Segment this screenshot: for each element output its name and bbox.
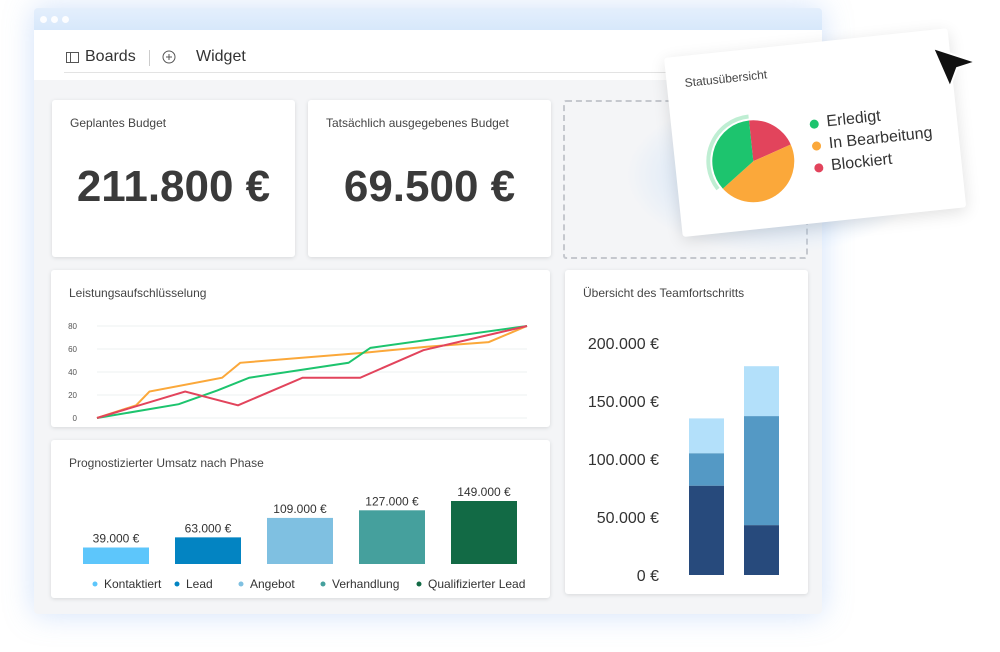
legend-label: Verhandlung: [332, 577, 399, 591]
add-widget-button[interactable]: Widget: [162, 48, 246, 66]
revenue-bar: [175, 537, 241, 564]
bar-value-label: 127.000 €: [365, 494, 419, 508]
line-series-red: [96, 325, 528, 419]
bar-value-label: 63.000 €: [185, 521, 232, 535]
pie-highlight: [706, 114, 749, 191]
revenue-bar: [83, 547, 149, 564]
pie-legend: Erledigt In Bearbeitung Blockiert: [809, 103, 936, 181]
stacked-bar-segment: [744, 525, 779, 575]
card-title: Statusübersicht: [683, 67, 768, 90]
stacked-bar-segment: [744, 366, 779, 417]
pie-slice-in-bearbeitung: [722, 144, 795, 203]
y-tick-label: 150.000 €: [588, 394, 659, 411]
y-tick-label: 200.000 €: [588, 336, 659, 353]
card-title: Geplantes Budget: [70, 116, 167, 130]
revenue-bar: [267, 517, 333, 564]
boards-label: Boards: [85, 48, 136, 65]
pie-slice-erledigt: [712, 120, 754, 189]
legend-label: Erledigt: [825, 107, 882, 131]
plus-circle-icon: [162, 50, 176, 64]
divider: [149, 50, 150, 66]
pie-slice-blockiert: [748, 120, 791, 162]
line-series-green: [96, 325, 528, 419]
legend-dot: [416, 581, 422, 587]
boards-button[interactable]: Boards: [66, 48, 136, 66]
legend-label: Angebot: [250, 577, 295, 591]
legend-dot: [238, 581, 244, 587]
planned-budget-card: Geplantes Budget 211.800 €: [52, 100, 295, 257]
y-tick-label: 20: [68, 391, 77, 400]
legend-label: Qualifizierter Lead: [428, 577, 525, 591]
status-overview-card[interactable]: Statusübersicht Erledigt In Bearbeitung Bl…: [664, 28, 967, 238]
y-tick-label: 60: [68, 345, 77, 354]
stacked-bar-segment: [689, 418, 724, 454]
spent-budget-card: Tatsächlich ausgegebenes Budget 69.500 €: [308, 100, 551, 257]
stacked-bar-chart: 0 € 50.000 € 100.000 € 150.000 € 200.000 €: [588, 336, 779, 585]
y-tick-label: 40: [68, 368, 77, 377]
stacked-bar-segment: [689, 485, 724, 575]
revenue-bar: [359, 510, 425, 564]
title-bar: [34, 8, 822, 30]
performance-card: Leistungsaufschlüsselung 0 20 40 60 80: [51, 270, 550, 427]
spent-budget-value: 69.500 €: [343, 162, 516, 211]
sidebar-icon: [66, 51, 79, 63]
bar-value-label: 109.000 €: [273, 502, 327, 516]
legend-dot: [174, 581, 180, 587]
widget-label: Widget: [196, 48, 246, 65]
card-title: Übersicht des Teamfortschritts: [583, 286, 745, 300]
card-title: Leistungsaufschlüsselung: [69, 286, 207, 300]
bar-value-label: 39.000 €: [93, 532, 140, 546]
revenue-card: Prognostizierter Umsatz nach Phase 39.00…: [51, 440, 550, 598]
line-series-orange: [96, 325, 528, 419]
y-tick-label: 100.000 €: [588, 452, 659, 469]
planned-budget-value: 211.800 €: [76, 162, 271, 211]
legend-label: Lead: [186, 577, 213, 591]
stacked-bar-segment: [689, 453, 724, 486]
card-title: Tatsächlich ausgegebenes Budget: [326, 116, 509, 130]
y-tick-label: 80: [68, 322, 77, 331]
cursor-arrow-icon: [931, 46, 980, 90]
legend-label: Kontaktiert: [104, 577, 162, 591]
pie-chart: [706, 114, 795, 203]
stacked-bar-segment: [744, 416, 779, 526]
bar-value-label: 149.000 €: [457, 485, 511, 499]
team-progress-card: Übersicht des Teamfortschritts 0 € 50.000…: [565, 270, 808, 594]
legend-dot: [320, 581, 326, 587]
legend-dot: [92, 581, 98, 587]
revenue-bar-chart: 39.000 € 63.000 € 109.000 € 127.000 € 149.00…: [83, 485, 525, 591]
legend-dot: [813, 162, 824, 173]
revenue-bar: [451, 501, 517, 564]
y-tick-label: 0: [73, 414, 78, 423]
legend-dot: [809, 118, 820, 129]
y-tick-label: 0 €: [637, 568, 659, 585]
card-title: Prognostizierter Umsatz nach Phase: [69, 456, 264, 470]
line-chart: 0 20 40 60 80: [68, 322, 528, 423]
legend-dot: [811, 140, 822, 151]
legend-label: Blockiert: [830, 150, 894, 175]
y-tick-label: 50.000 €: [597, 510, 659, 527]
